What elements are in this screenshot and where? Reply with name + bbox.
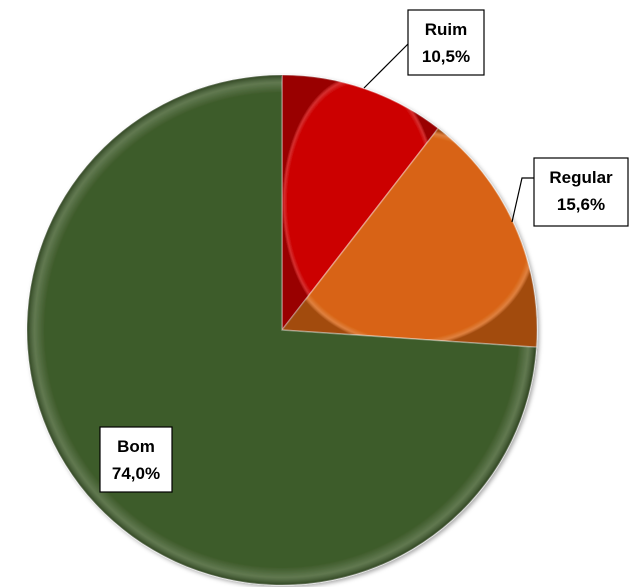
pie-labels: Ruim 10,5% Regular 15,6% Bom 74,0%: [99, 9, 629, 493]
slice-label: Ruim: [425, 20, 468, 39]
data-label-box: [533, 157, 629, 227]
pie-slices: [26, 74, 538, 586]
data-label-box: [99, 426, 173, 493]
slice-value-label: 10,5%: [422, 47, 470, 66]
slice-value-label: 15,6%: [557, 195, 605, 214]
leader-line: [511, 177, 534, 223]
data-label-box: [407, 9, 485, 76]
slice-label: Bom: [117, 437, 155, 456]
slice-value-label: 74,0%: [112, 464, 160, 483]
slice-label: Regular: [549, 168, 613, 187]
leader-line: [363, 43, 409, 89]
